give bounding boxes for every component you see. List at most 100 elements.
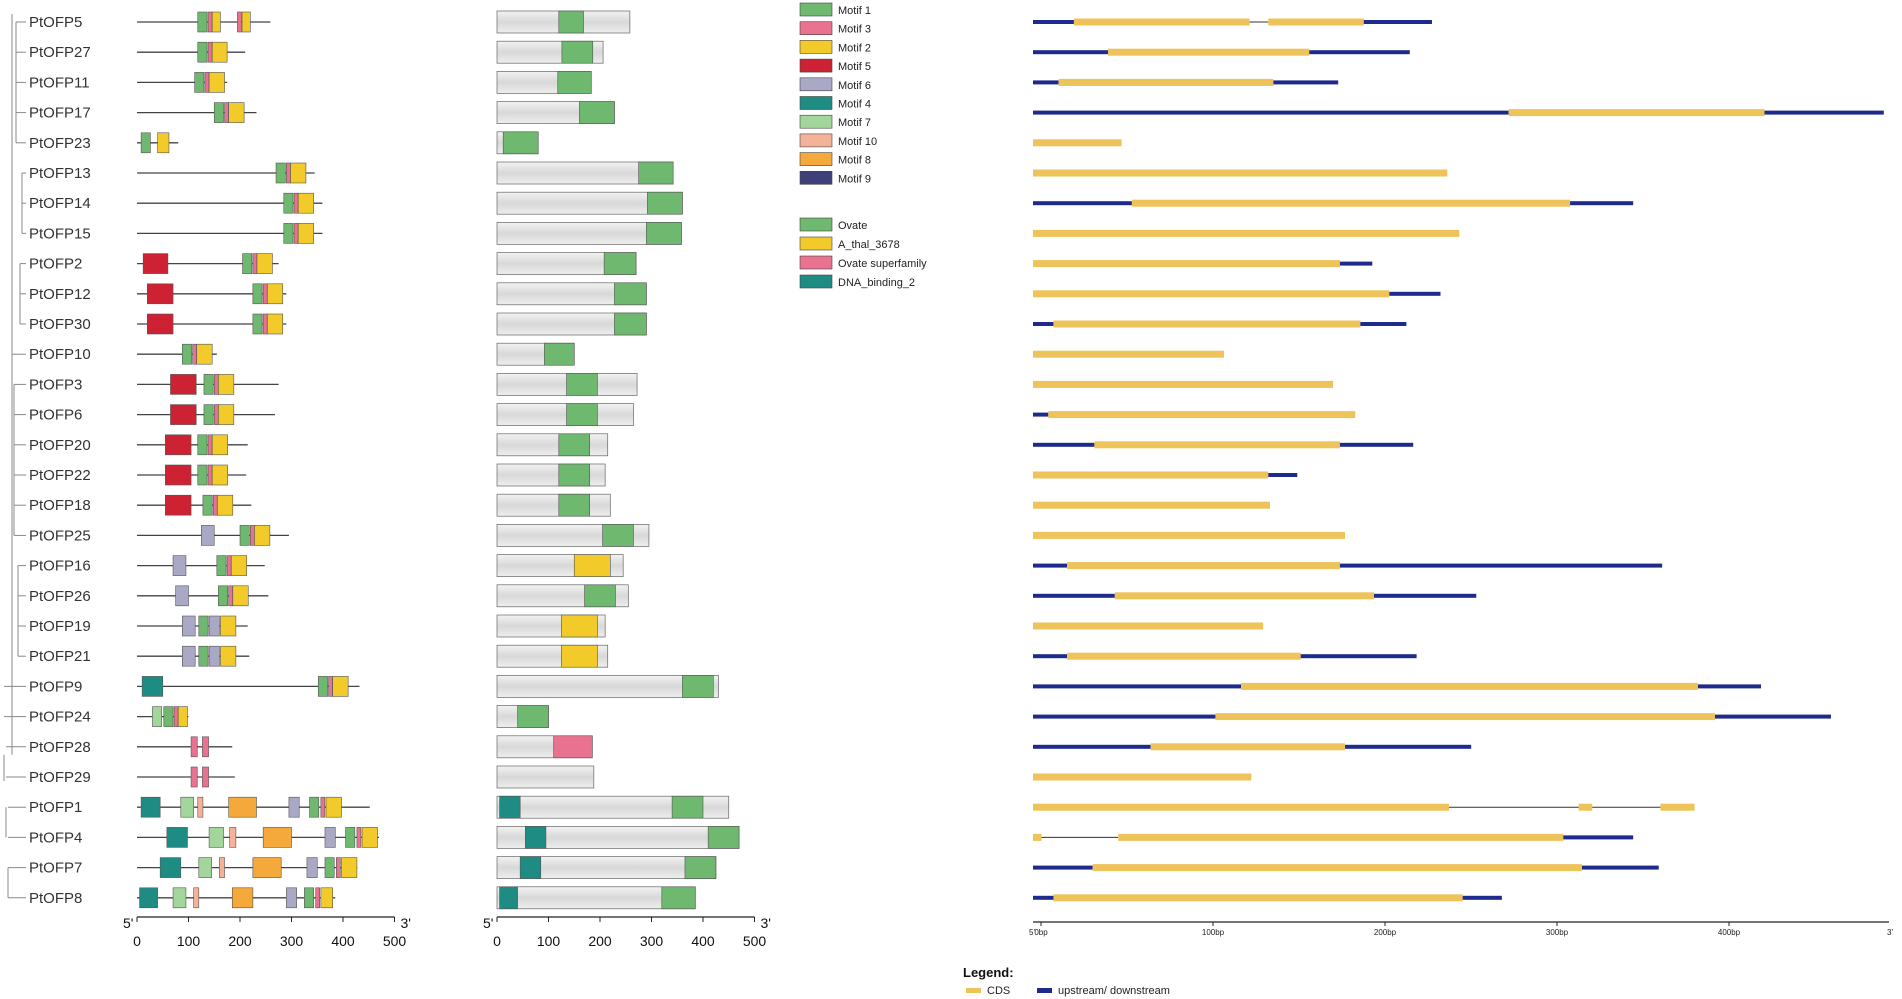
utr-bar (1033, 895, 1054, 900)
motif-box (213, 102, 224, 123)
gene-axis-tick-label: 400bp (1718, 928, 1741, 937)
motif-box (230, 555, 247, 576)
utr-bar (1339, 261, 1373, 266)
motif-axis-start: 5' (123, 915, 133, 931)
motif-box (228, 796, 257, 818)
utr-bar (1309, 50, 1410, 55)
cds-bar (1033, 139, 1122, 147)
motif-box (250, 525, 255, 546)
motif-box (219, 857, 225, 878)
cds-bar (1241, 682, 1698, 690)
motif-box (283, 192, 294, 214)
motif-box (315, 887, 321, 909)
gene-label: PtOFP4 (29, 829, 82, 846)
motif-box (345, 827, 356, 848)
domain-box (579, 101, 615, 124)
motif-legend-swatch (799, 21, 833, 36)
gene-label: PtOFP30 (29, 316, 91, 333)
cds-bar (1073, 18, 1250, 26)
motif-box (262, 283, 268, 305)
gene-label: PtOFP16 (29, 558, 91, 575)
cds-bar (1053, 894, 1463, 902)
utr-bar (1360, 322, 1407, 326)
protein-bar (496, 403, 634, 426)
utr-bar (1389, 291, 1441, 296)
motif-axis-tick-label: 500 (383, 933, 407, 949)
gene-label: PtOFP6 (29, 407, 82, 424)
cds-legend-swatch (966, 988, 981, 993)
phylogenetic-tree (3, 14, 26, 899)
motif-legend-label: Motif 10 (838, 136, 877, 148)
domain-legend-label: A_thal_3678 (838, 239, 900, 251)
motif-box (320, 887, 334, 909)
gene-axis-tick-label: 200bp (1374, 928, 1397, 937)
domain-box (603, 252, 637, 275)
motif-box (286, 887, 297, 909)
domain-box (561, 40, 594, 64)
utr-bar (1033, 684, 1242, 689)
utr-bar (1715, 714, 1831, 719)
motif-box (211, 464, 228, 486)
motif-box (170, 374, 197, 395)
motif-box (293, 223, 299, 244)
utr-bar (1033, 20, 1074, 24)
domain-box (682, 675, 714, 698)
utr-bar (1033, 865, 1093, 870)
gene-label: PtOFP5 (29, 14, 82, 31)
cds-bar (1033, 229, 1460, 237)
motif-box (139, 887, 158, 909)
utr-bar (1033, 110, 1509, 115)
motif-legend-label: Motif 7 (838, 117, 871, 129)
motif-box (207, 464, 213, 486)
protein-bar (496, 493, 611, 517)
cds-bar (1660, 803, 1695, 811)
motif-box (165, 464, 192, 486)
cds-bar (1058, 78, 1274, 86)
domain-box (707, 826, 740, 849)
cds-bar (1033, 622, 1264, 630)
domain-box (561, 644, 598, 668)
motif-axis-tick-label: 400 (331, 933, 355, 949)
gene-structure-panel: 5' 3' 0bp 100bp 200bp 300bp 400bp Legend: CDS ups… (963, 18, 1893, 997)
motif-legend-swatch (799, 2, 833, 17)
gene-label: PtOFP3 (29, 376, 82, 393)
domain-box (573, 554, 611, 577)
domain-box (558, 433, 590, 457)
motif-box (216, 555, 227, 576)
motif-box (165, 434, 192, 456)
cds-bar (1067, 562, 1340, 570)
motif-box (172, 887, 187, 909)
utr-bar (1345, 744, 1472, 749)
domain-legend-swatch (799, 274, 833, 289)
domain-box (566, 373, 598, 396)
gene-axis-start: 5' (1029, 928, 1035, 937)
utr-bar (1764, 110, 1884, 115)
motif-box (239, 525, 250, 546)
domain-box (499, 886, 518, 910)
motif-legend-swatch (799, 58, 833, 73)
motif-box (207, 11, 213, 33)
motif-box (165, 494, 192, 516)
motif-legend-label: Motif 1 (838, 5, 871, 17)
cds-bar (1094, 441, 1340, 449)
gene-label: PtOFP9 (29, 678, 82, 695)
domain-legend-swatch (799, 255, 833, 270)
gene-axis-tick-label: 0bp (1034, 928, 1048, 937)
motif-box (163, 706, 174, 727)
motif-legend-swatch (799, 96, 833, 110)
motif-box (262, 313, 268, 335)
protein-bar (496, 765, 595, 789)
motif-box (172, 555, 187, 576)
motif-axis-tick-label: 100 (177, 933, 201, 949)
motif-box (288, 796, 300, 818)
gene-axis-end: 3' (1887, 928, 1893, 937)
utr-bar (1339, 563, 1663, 568)
motif-box (252, 253, 258, 274)
utr-bar (1462, 895, 1502, 900)
gene-label: PtOFP25 (29, 527, 91, 544)
motif-box (211, 434, 228, 456)
cds-bar (1033, 380, 1334, 388)
gene-label: PtOFP24 (29, 709, 91, 726)
domain-box (561, 614, 598, 638)
